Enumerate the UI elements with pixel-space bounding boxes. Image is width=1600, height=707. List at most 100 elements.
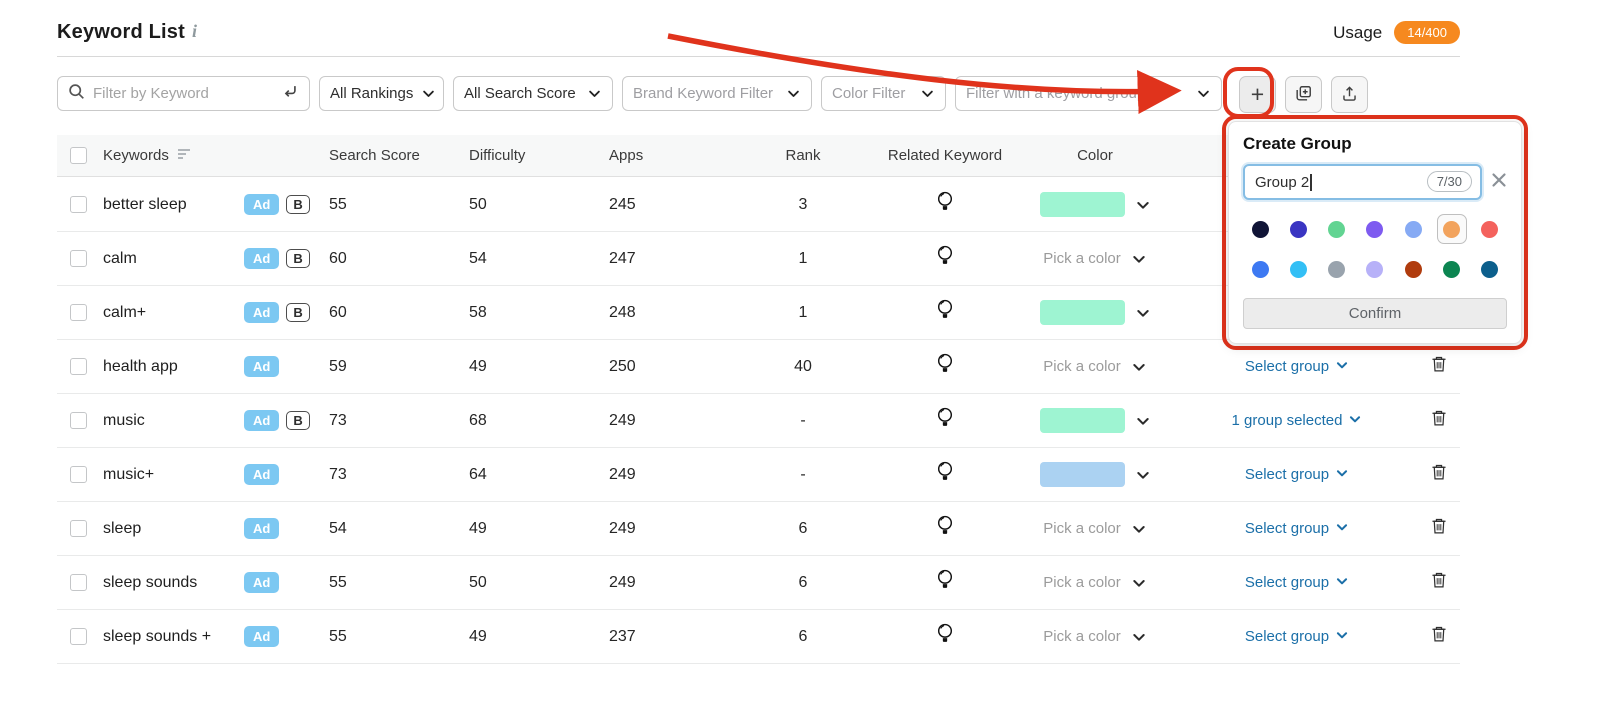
column-header-apps[interactable]: Apps xyxy=(609,147,644,164)
pick-a-color-label[interactable]: Pick a color xyxy=(1043,250,1121,267)
palette-color-option[interactable] xyxy=(1475,214,1505,244)
row-checkbox[interactable] xyxy=(70,466,87,483)
related-keyword-lightbulb-icon[interactable] xyxy=(936,460,954,489)
palette-color-option[interactable] xyxy=(1437,254,1467,284)
rank-cell: 6 xyxy=(798,573,808,591)
group-select-link[interactable]: 1 group selected xyxy=(1232,412,1363,430)
color-dropdown-chevron-icon[interactable] xyxy=(1131,359,1147,375)
difficulty-cell: 49 xyxy=(469,357,487,375)
close-icon[interactable] xyxy=(1491,172,1507,193)
color-dropdown-chevron-icon[interactable] xyxy=(1135,197,1151,213)
color-dropdown-chevron-icon[interactable] xyxy=(1135,413,1151,429)
palette-color-option[interactable] xyxy=(1322,214,1352,244)
row-checkbox[interactable] xyxy=(70,520,87,537)
delete-row-trash-icon[interactable] xyxy=(1431,517,1447,540)
related-keyword-lightbulb-icon[interactable] xyxy=(936,352,954,381)
export-button[interactable] xyxy=(1331,76,1368,113)
group-select-label: Select group xyxy=(1244,358,1330,375)
related-keyword-lightbulb-icon[interactable] xyxy=(936,568,954,597)
search-score-cell: 55 xyxy=(329,573,347,591)
text-caret xyxy=(1310,173,1312,191)
palette-color-option[interactable] xyxy=(1283,254,1313,284)
column-header-keywords[interactable]: Keywords xyxy=(103,147,169,164)
related-keyword-lightbulb-icon[interactable] xyxy=(936,406,954,435)
palette-color-option[interactable] xyxy=(1322,254,1352,284)
group-name-input[interactable]: Group 2 7/30 xyxy=(1243,164,1482,200)
column-header-rank[interactable]: Rank xyxy=(785,147,821,164)
color-dropdown-chevron-icon[interactable] xyxy=(1131,575,1147,591)
group-select-link[interactable]: Select group xyxy=(1245,520,1349,538)
color-swatch[interactable] xyxy=(1039,192,1125,217)
row-checkbox[interactable] xyxy=(70,574,87,591)
chevron-down-icon xyxy=(587,86,602,101)
row-checkbox[interactable] xyxy=(70,250,87,267)
column-header-search-score[interactable]: Search Score xyxy=(329,147,420,164)
color-swatch[interactable] xyxy=(1039,300,1125,325)
keyword-cell: sleep sounds xyxy=(103,574,198,591)
color-filter-dropdown[interactable]: Color Filter xyxy=(821,76,946,111)
palette-color-option[interactable] xyxy=(1283,214,1313,244)
palette-color-option[interactable] xyxy=(1398,254,1428,284)
palette-color-option[interactable] xyxy=(1475,254,1505,284)
select-all-checkbox[interactable] xyxy=(70,147,87,164)
keyword-filter-field[interactable] xyxy=(57,76,310,111)
group-select-link[interactable]: Select group xyxy=(1245,466,1349,484)
delete-row-trash-icon[interactable] xyxy=(1431,463,1447,486)
rank-cell: 1 xyxy=(798,303,808,321)
search-score-dropdown[interactable]: All Search Score xyxy=(453,76,613,111)
palette-color-option[interactable] xyxy=(1245,254,1275,284)
related-keyword-lightbulb-icon[interactable] xyxy=(936,298,954,327)
color-dropdown-chevron-icon[interactable] xyxy=(1135,305,1151,321)
pick-a-color-label[interactable]: Pick a color xyxy=(1043,574,1121,591)
group-select-label: Select group xyxy=(1244,466,1330,483)
group-select-link[interactable]: Select group xyxy=(1245,628,1349,646)
related-keyword-lightbulb-icon[interactable] xyxy=(936,514,954,543)
sort-icon[interactable] xyxy=(177,147,191,164)
related-keyword-lightbulb-icon[interactable] xyxy=(936,244,954,273)
create-group-button[interactable]: + xyxy=(1239,76,1276,113)
info-icon[interactable]: i xyxy=(192,21,198,41)
palette-color-option[interactable] xyxy=(1436,214,1467,244)
group-select-link[interactable]: Select group xyxy=(1245,358,1349,376)
row-checkbox[interactable] xyxy=(70,628,87,645)
column-header-related-keyword[interactable]: Related Keyword xyxy=(887,147,1003,164)
brand-keyword-filter-dropdown[interactable]: Brand Keyword Filter xyxy=(622,76,812,111)
row-checkbox[interactable] xyxy=(70,196,87,213)
palette-color-option[interactable] xyxy=(1360,214,1390,244)
column-header-color[interactable]: Color xyxy=(1077,147,1113,164)
palette-color-option[interactable] xyxy=(1398,214,1428,244)
table-row: music+ Ad 73 64 249 - xyxy=(57,448,1460,502)
pick-a-color-label[interactable]: Pick a color xyxy=(1043,358,1121,375)
delete-row-trash-icon[interactable] xyxy=(1431,355,1447,378)
delete-row-trash-icon[interactable] xyxy=(1431,625,1447,648)
row-checkbox[interactable] xyxy=(70,412,87,429)
rank-cell: - xyxy=(800,411,806,429)
color-dropdown-chevron-icon[interactable] xyxy=(1131,521,1147,537)
delete-row-trash-icon[interactable] xyxy=(1431,409,1447,432)
bulk-add-button[interactable] xyxy=(1285,76,1322,113)
group-select-link[interactable]: Select group xyxy=(1245,574,1349,592)
color-dropdown-chevron-icon[interactable] xyxy=(1131,629,1147,645)
keyword-filter-input[interactable] xyxy=(93,85,273,102)
row-checkbox[interactable] xyxy=(70,358,87,375)
related-keyword-lightbulb-icon[interactable] xyxy=(936,190,954,219)
color-dropdown-chevron-icon[interactable] xyxy=(1131,251,1147,267)
pick-a-color-label[interactable]: Pick a color xyxy=(1043,520,1121,537)
color-swatch[interactable] xyxy=(1039,408,1125,433)
color-dropdown-chevron-icon[interactable] xyxy=(1135,467,1151,483)
palette-color-option[interactable] xyxy=(1360,254,1390,284)
keyword-group-filter-field[interactable] xyxy=(955,76,1222,111)
color-swatch[interactable] xyxy=(1039,462,1125,487)
rankings-dropdown[interactable]: All Rankings xyxy=(319,76,444,111)
confirm-button[interactable]: Confirm xyxy=(1243,298,1507,329)
row-checkbox[interactable] xyxy=(70,304,87,321)
color-palette xyxy=(1243,214,1507,284)
keyword-group-filter-input[interactable] xyxy=(966,85,1188,102)
related-keyword-lightbulb-icon[interactable] xyxy=(936,622,954,651)
pick-a-color-label[interactable]: Pick a color xyxy=(1043,628,1121,645)
column-header-difficulty[interactable]: Difficulty xyxy=(469,147,526,164)
palette-color-option[interactable] xyxy=(1245,214,1275,244)
return-arrow-icon xyxy=(281,82,299,105)
rank-cell: 6 xyxy=(798,627,808,645)
delete-row-trash-icon[interactable] xyxy=(1431,571,1447,594)
